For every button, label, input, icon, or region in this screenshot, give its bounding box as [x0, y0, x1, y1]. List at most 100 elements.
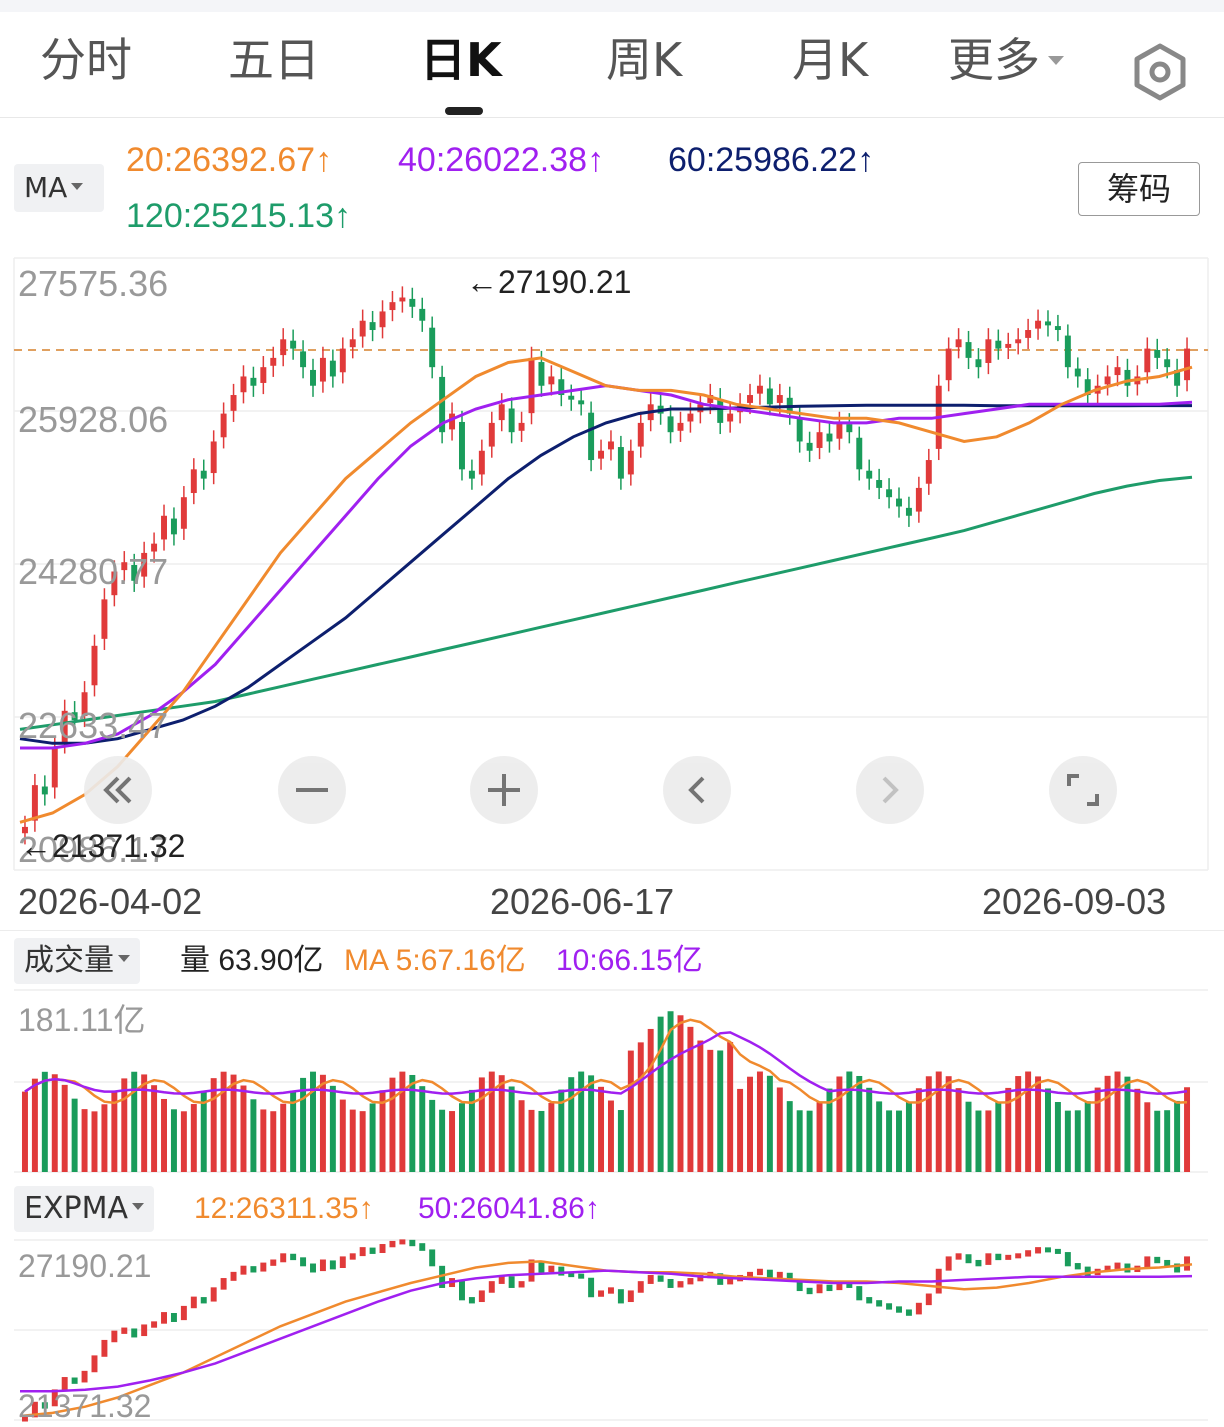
candle-body [409, 298, 416, 307]
expma-selector[interactable]: EXPMA [14, 1186, 155, 1232]
volume-bar [250, 1099, 257, 1172]
expma-candle [717, 1273, 724, 1285]
candle-body [240, 376, 247, 393]
candle-body [975, 359, 982, 368]
volume-bar [210, 1078, 217, 1172]
volume-bar [369, 1103, 376, 1172]
ma-selector[interactable]: MA [14, 164, 104, 212]
volume-bar [111, 1091, 118, 1172]
expma-candle [558, 1266, 565, 1276]
zoom-out-button[interactable] [278, 756, 346, 824]
expma-candle [1114, 1262, 1121, 1269]
fullscreen-button[interactable] [1049, 756, 1117, 824]
candle-body [349, 339, 356, 348]
volume-bar [866, 1087, 873, 1172]
volume-bar [756, 1071, 763, 1172]
candle-body [260, 367, 267, 383]
expma-candle [747, 1271, 753, 1279]
expma-candle [141, 1324, 148, 1337]
candle-body [508, 408, 515, 433]
expma-candle [617, 1289, 624, 1304]
candle-body [856, 437, 863, 470]
rewind-button[interactable] [84, 756, 152, 824]
expma-candle [1184, 1256, 1191, 1271]
chevron-down-icon [71, 182, 84, 190]
expma-candle [349, 1253, 356, 1260]
tab-monthly-k[interactable]: 月K [792, 33, 869, 87]
candles [21, 286, 1191, 845]
expma-candle [478, 1290, 485, 1303]
volume-bar [1144, 1102, 1151, 1172]
volume-bar [657, 1016, 664, 1172]
chips-button[interactable]: 筹码 [1078, 162, 1200, 216]
ma60-value: 60:25986.22↑ [668, 141, 875, 179]
expma-candle [399, 1239, 406, 1245]
prev-button[interactable] [663, 756, 731, 824]
volume-bar [687, 1026, 694, 1172]
high-marker-label: ←27190.21 [466, 264, 632, 300]
expma-candle [886, 1303, 893, 1310]
expma-candle [41, 1402, 48, 1409]
candle-body [71, 712, 78, 721]
expma-candle [1144, 1256, 1151, 1269]
expma-candle [697, 1274, 704, 1282]
hexagon-gear-icon[interactable] [1130, 42, 1190, 102]
expma-candle [200, 1297, 207, 1304]
candle-body [896, 498, 902, 507]
volume-bar [300, 1077, 307, 1172]
tab-daily-k[interactable]: 日K [420, 33, 502, 87]
tab-five-day[interactable]: 五日 [228, 33, 320, 87]
volume-bar [717, 1050, 724, 1172]
volume-bar [915, 1088, 922, 1172]
candle-body [905, 507, 912, 516]
expma-candle [955, 1253, 962, 1260]
expma-candle [190, 1296, 197, 1309]
tab-weekly-k[interactable]: 周K [606, 33, 683, 87]
candle-body [945, 348, 952, 381]
volume-bar [61, 1084, 68, 1172]
expma-candle [816, 1284, 823, 1294]
expma-candle [290, 1253, 297, 1261]
candle-body [1005, 343, 1012, 348]
expma-candle [687, 1278, 694, 1285]
volume-bar [389, 1077, 396, 1172]
volume-header: 成交量 量 63.90亿 MA 5:67.16亿 10:66.15亿 [0, 934, 1224, 990]
volume-bar [488, 1071, 495, 1172]
volume-bar [439, 1109, 446, 1172]
expma-candle [280, 1253, 287, 1263]
expma-candle [965, 1254, 972, 1264]
volume-ma10-line [24, 1031, 1188, 1095]
expma-candle [796, 1279, 803, 1292]
volume-selector[interactable]: 成交量 [14, 938, 140, 984]
volume-bar [945, 1076, 952, 1172]
candle-body [200, 470, 207, 479]
volume-bar [627, 1050, 634, 1172]
candle-body [1074, 368, 1081, 377]
volume-bar [955, 1088, 962, 1172]
candle-body [548, 376, 555, 385]
candle-body [339, 348, 346, 373]
expma-candle [985, 1253, 992, 1265]
volume-bar [161, 1098, 167, 1172]
volume-bar [836, 1076, 843, 1172]
candle-body [161, 515, 167, 540]
volume-bar [310, 1071, 316, 1172]
volume-bar [548, 1102, 555, 1172]
expma-candle [488, 1281, 495, 1293]
tab-intraday[interactable]: 分时 [40, 33, 132, 87]
volume-bar [727, 1042, 734, 1172]
expma-candle [51, 1389, 58, 1407]
tab-more[interactable]: 更多 [948, 30, 1064, 90]
zoom-in-button[interactable] [470, 756, 538, 824]
expma-candle [21, 1415, 28, 1422]
candle-body [359, 320, 366, 337]
expma-candle [776, 1271, 783, 1279]
next-button[interactable] [856, 756, 924, 824]
volume-bar [170, 1109, 177, 1172]
expma-candle [91, 1355, 98, 1373]
expma-lines [19, 1260, 1193, 1418]
volume-bar [508, 1086, 515, 1172]
volume-bar [886, 1110, 893, 1172]
expma-candle [329, 1260, 336, 1270]
